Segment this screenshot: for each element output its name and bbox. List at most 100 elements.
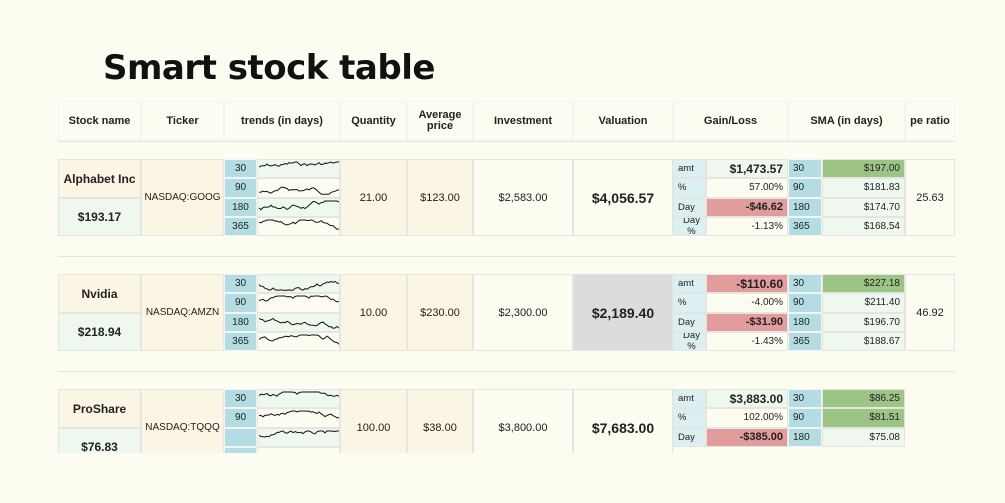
investment: $2,583.00 [473,159,573,236]
valuation: $4,056.57 [573,159,673,236]
sma-label: 90 [788,408,822,428]
pe-ratio: 25.63 [905,159,955,236]
gain-value: -$110.60 [706,274,788,294]
gain-label: % [673,293,706,313]
sparkline [259,186,339,196]
gain-label: Day [673,312,706,332]
trend-period: 365 [224,216,257,236]
quantity: 10.00 [340,274,407,351]
gain-value: 102.00% [706,408,788,428]
sma-value: $174.70 [822,197,905,217]
sma-value: $197.00 [822,159,905,179]
sparkline [259,334,339,345]
trend-period: 90 [224,408,257,428]
sma-value: $81.51 [822,408,905,428]
sparkline [259,448,339,453]
trend-cell [257,293,340,313]
ticker: NASDAQ:GOOG [141,159,224,236]
sma-label: 90 [788,293,822,313]
valuation: $7,683.00 [573,389,673,453]
pe-ratio: 46.92 [905,274,955,351]
sma-value: $168.54 [822,216,905,236]
row-block [58,371,955,453]
sparkline [259,161,339,168]
header-cell: Valuation [573,101,673,141]
gain-value: $1,473.57 [706,159,788,179]
sma-label: 30 [788,274,822,294]
trend-cell [257,389,340,409]
valuation: $2,189.40 [573,274,673,351]
average-price: $230.00 [407,274,473,351]
gain-label: Day [673,427,706,447]
gain-label: amt [673,159,706,179]
page-title: Smart stock table [103,48,435,88]
gain-value: 57.00% [706,178,788,198]
sparkline [259,410,339,419]
gain-value: -$46.62 [706,197,788,217]
sma-label: 30 [788,159,822,179]
row-block [58,141,955,256]
trend-cell [257,408,340,428]
header-cell: Average price [407,101,473,141]
gain-value: -1.43% [706,331,788,351]
sma-label: 365 [788,216,822,236]
trend-cell [257,312,340,332]
average-price: $123.00 [407,159,473,236]
trend-period: 180 [224,197,257,217]
trend-period: 365 [224,331,257,351]
gain-value: -$385.00 [706,427,788,447]
gain-value: -4.00% [706,293,788,313]
trend-period: 180 [224,312,257,332]
sparkline [259,280,339,291]
gain-label: amt [673,274,706,294]
header-cell: Ticker [141,101,224,141]
sma-label: 365 [788,331,822,351]
sma-label: 180 [788,197,822,217]
trend-cell [257,274,340,294]
trend-cell [257,197,340,217]
trend-period: 30 [224,159,257,179]
header-cell: Stock name [58,101,141,141]
ticker: NASDAQ:AMZN [141,274,224,351]
stock-table: Stock name Ticker trends (in days) Quantity… [58,101,955,453]
sparkline [259,391,339,397]
trend-period: 30 [224,389,257,409]
header-cell: pe ratio [905,101,955,141]
sma-value: $75.08 [822,427,905,447]
stock-name: Nvidia [58,274,141,313]
gain-value: -$31.90 [706,312,788,332]
stock-name: Alphabet Inc [58,159,141,198]
sma-label: 180 [788,312,822,332]
sma-value: $181.83 [822,178,905,198]
gain-label: Day [673,197,706,217]
gain-value: -1.13% [706,216,788,236]
sparkline [259,429,339,438]
gain-label: Day % [673,216,706,236]
sma-label: 90 [788,178,822,198]
gain-label: % [673,178,706,198]
investment: $2,300.00 [473,274,573,351]
ticker: NASDAQ:TQQQ [141,389,224,453]
header-cell: Gain/Loss [673,101,788,141]
gain-label: Day % [673,331,706,351]
header-cell: SMA (in days) [788,101,905,141]
investment: $3,800.00 [473,389,573,453]
quantity: 21.00 [340,159,407,236]
gain-label: amt [673,389,706,409]
trend-period [224,427,257,447]
trend-period: 90 [224,178,257,198]
row-block [58,256,955,371]
sparkline [259,317,339,329]
trend-period: 30 [224,274,257,294]
stock-price: $193.17 [58,198,141,236]
stock-name: ProShare [58,389,141,428]
stock-price: $76.83 [58,428,141,453]
trend-period [224,446,257,453]
header-cell: Investment [473,101,573,141]
gain-value: $3,883.00 [706,389,788,409]
sma-label: 180 [788,427,822,447]
sparkline [259,219,339,230]
sma-value: $188.67 [822,331,905,351]
sma-value: $227.18 [822,274,905,294]
